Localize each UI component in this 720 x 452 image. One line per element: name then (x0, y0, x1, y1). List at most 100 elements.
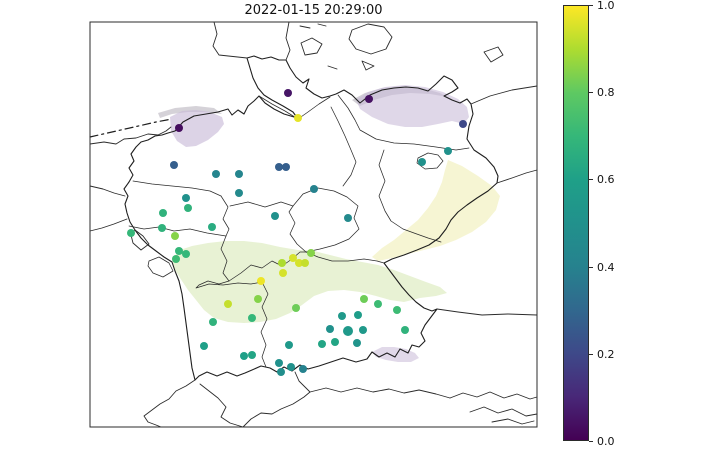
station-point (344, 214, 352, 222)
colorbar: 1.0 0.8 0.6 0.4 0.2 0.0 (563, 0, 615, 448)
station-point (235, 189, 243, 197)
colorbar-tick-label: 0.8 (597, 86, 615, 99)
shaded-region-central-high-green (172, 241, 447, 323)
state-border-berlin (416, 152, 444, 170)
colorbar-tick-label: 0.0 (597, 435, 615, 448)
colorbar-tick-label: 0.6 (597, 173, 615, 186)
shaded-region-southeast-low (372, 347, 419, 362)
state-border-thuringia (288, 187, 360, 253)
denmark-jutland-west-coast (212, 21, 248, 59)
station-point (175, 247, 183, 255)
state-border-bw-bavaria (260, 281, 269, 368)
state-border-schleswig-holstein (258, 95, 331, 120)
station-point (209, 318, 217, 326)
station-point (374, 300, 382, 308)
denmark-jutland-east-coast (285, 21, 291, 61)
station-point (418, 158, 426, 166)
station-point (277, 368, 285, 376)
station-point (257, 277, 265, 285)
station-point (127, 229, 135, 237)
colorbar-tick-mark (589, 92, 593, 93)
station-point (248, 351, 256, 359)
station-point (224, 300, 232, 308)
state-border-lower-saxony-east (330, 106, 357, 187)
shaded-region-northeast-low (356, 85, 469, 127)
station-point (279, 269, 287, 277)
station-point (294, 114, 302, 122)
state-border-saarland (147, 256, 174, 278)
state-border-hesse-bavaria (228, 251, 307, 282)
station-point (278, 259, 286, 267)
colorbar-tick-label: 0.4 (597, 261, 615, 274)
state-border-hesse-north (229, 201, 294, 208)
maritime-boundary-line (89, 118, 173, 138)
station-point (301, 259, 309, 267)
station-point (200, 342, 208, 350)
state-border-lower-saxony-nrw (132, 180, 222, 197)
station-point (287, 363, 295, 371)
station-point (338, 312, 346, 320)
switzerland-austria-border (294, 371, 311, 393)
state-borders-layer (128, 94, 470, 368)
germany-border (123, 55, 499, 381)
state-border-bw-north (195, 280, 263, 289)
state-border-hesse-west (220, 235, 230, 282)
denmark-small-islands (299, 23, 375, 71)
denmark-island-fyn (300, 37, 323, 56)
station-point (343, 326, 353, 336)
station-point (184, 204, 192, 212)
austria-italy-border (309, 387, 451, 399)
state-border-nrw-east (220, 195, 230, 237)
shaded-regions-layer (158, 85, 500, 362)
baltic-island (483, 46, 504, 63)
station-point (212, 170, 220, 178)
station-point (318, 340, 326, 348)
station-point (292, 304, 300, 312)
station-point (285, 341, 293, 349)
denmark-island-zealand (348, 23, 393, 55)
france-switzerland-border (143, 379, 196, 428)
station-point (353, 339, 361, 347)
colorbar-tick-mark (589, 5, 593, 6)
colorbar-gradient (563, 5, 589, 441)
station-point (307, 249, 315, 257)
station-point (248, 314, 256, 322)
station-point (271, 212, 279, 220)
station-point (360, 295, 368, 303)
station-point (170, 161, 178, 169)
state-border-nrw-south (128, 225, 227, 237)
scatter-points-layer (127, 89, 467, 376)
colorbar-tick-mark (589, 267, 593, 268)
station-point (459, 120, 467, 128)
station-point (289, 254, 297, 262)
shaded-region-east-high-yellow (372, 160, 500, 261)
colorbar-tick-mark (589, 179, 593, 180)
colorbar-tick-label: 1.0 (597, 0, 615, 12)
country-borders-layer (89, 21, 538, 428)
station-point (182, 194, 190, 202)
austria-slovenia-borders (449, 391, 538, 425)
station-point (254, 295, 262, 303)
station-point (331, 338, 339, 346)
station-point (393, 306, 401, 314)
station-point (275, 359, 283, 367)
station-point (359, 326, 367, 334)
belgium-netherlands-border (89, 185, 126, 197)
station-point (299, 365, 307, 373)
station-point (158, 224, 166, 232)
colorbar-tick-mark (589, 354, 593, 355)
station-point (240, 352, 248, 360)
poland-baltic-coast (470, 85, 538, 105)
netherlands-coast (89, 126, 172, 145)
station-point (282, 163, 290, 171)
station-point (159, 209, 167, 217)
station-point (208, 223, 216, 231)
station-point (175, 124, 183, 132)
state-border-saxony-anhalt (378, 149, 442, 243)
czech-austria-border (436, 308, 538, 316)
colorbar-tick-mark (589, 441, 593, 442)
map-frame (89, 21, 538, 428)
station-point (182, 250, 190, 258)
